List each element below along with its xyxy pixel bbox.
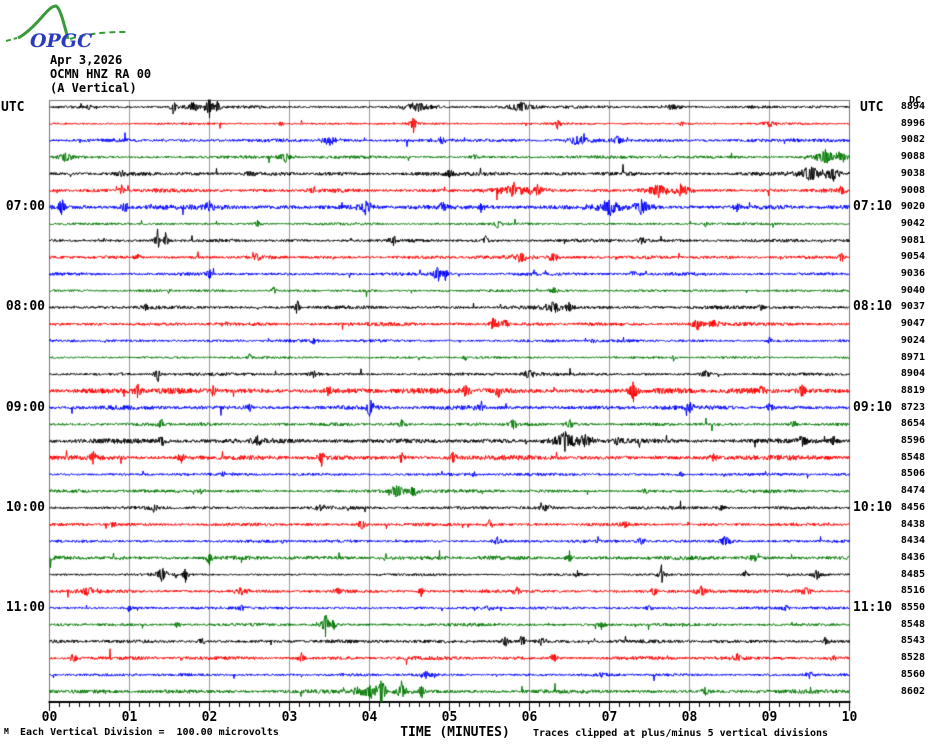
hour-label-left: 07:00 bbox=[5, 199, 45, 215]
opgc-logo: OPGC bbox=[5, 4, 127, 52]
header-component: (A Vertical) bbox=[50, 81, 137, 95]
dc-value: 8485 bbox=[900, 568, 925, 580]
utc-header-right: UTC bbox=[860, 100, 884, 115]
dc-value: 8654 bbox=[900, 418, 925, 430]
utc-header-left: UTC bbox=[1, 100, 25, 115]
x-tick-label: 03 bbox=[281, 710, 298, 725]
dc-value: 8550 bbox=[900, 602, 925, 613]
dc-value: 9082 bbox=[900, 134, 925, 146]
dc-value: 9038 bbox=[900, 167, 925, 179]
x-tick-label: 00 bbox=[41, 710, 58, 725]
dc-value: 8434 bbox=[900, 535, 925, 547]
x-tick-label: 04 bbox=[361, 710, 378, 725]
hour-label-right: 07:10 bbox=[853, 199, 893, 215]
dc-value: 9047 bbox=[900, 318, 925, 330]
dc-value: 8819 bbox=[900, 384, 925, 396]
hour-label-left: 08:00 bbox=[5, 299, 45, 315]
x-tick-label: 08 bbox=[681, 710, 698, 725]
dc-value: 9040 bbox=[900, 284, 925, 296]
dc-value: 8474 bbox=[900, 485, 925, 497]
dc-value: 8596 bbox=[900, 435, 925, 446]
x-tick-label: 06 bbox=[521, 710, 538, 725]
x-tick-label: 01 bbox=[121, 710, 138, 725]
hour-label-left: 09:00 bbox=[5, 399, 45, 415]
dc-value: 9054 bbox=[900, 251, 925, 263]
dc-value: 9008 bbox=[900, 184, 925, 196]
hour-label-left: 11:00 bbox=[5, 600, 45, 615]
dc-value: 8543 bbox=[900, 635, 925, 647]
header-date: Apr 3,2026 bbox=[50, 53, 123, 67]
x-tick-label: 10 bbox=[841, 710, 858, 725]
dc-value: 8971 bbox=[900, 351, 925, 363]
x-tick-label: 09 bbox=[761, 710, 778, 725]
dc-value: 8548 bbox=[900, 451, 925, 463]
logo-dash-left bbox=[5, 37, 18, 42]
x-tick-label: 05 bbox=[441, 710, 458, 725]
x-axis-label: TIME (MINUTES) bbox=[400, 725, 510, 740]
dc-value: 8602 bbox=[900, 685, 925, 697]
x-tick-label: 02 bbox=[201, 710, 218, 725]
x-tick-label: 07 bbox=[601, 710, 618, 725]
dc-value: 9042 bbox=[900, 217, 925, 229]
dc-value: 9024 bbox=[900, 334, 925, 346]
dc-header: DC bbox=[908, 95, 921, 106]
hour-label-left: 10:00 bbox=[5, 499, 45, 515]
dc-value: 8996 bbox=[900, 117, 925, 129]
logo-text: OPGC bbox=[30, 30, 92, 52]
hour-label-right: 09:10 bbox=[853, 399, 893, 415]
dc-value: 8506 bbox=[900, 468, 925, 480]
dc-value: 8560 bbox=[900, 668, 925, 680]
dc-value: 9088 bbox=[900, 151, 925, 163]
dc-value: 8548 bbox=[900, 618, 925, 630]
dc-value: 9036 bbox=[900, 268, 925, 279]
dc-value: 8723 bbox=[900, 401, 925, 413]
logo-mountain-curve bbox=[17, 4, 70, 40]
header-station: OCMN HNZ RA 00 bbox=[50, 67, 152, 81]
dc-value: 8516 bbox=[900, 585, 925, 597]
hour-label-right: 10:10 bbox=[853, 499, 893, 515]
scale-note: Each Vertical Division = 100.00 microvol… bbox=[20, 727, 279, 738]
hour-label-right: 08:10 bbox=[853, 299, 893, 315]
clip-note: Traces clipped at plus/minus 5 vertical … bbox=[533, 728, 829, 739]
dc-value: 8904 bbox=[900, 368, 925, 380]
logo-dash-right bbox=[69, 31, 127, 40]
dc-value: 9020 bbox=[900, 201, 925, 213]
dc-value: 8436 bbox=[900, 551, 925, 563]
dc-value: 9037 bbox=[900, 301, 925, 313]
dc-value: 8894 bbox=[900, 101, 925, 112]
dc-value: 8438 bbox=[900, 518, 925, 530]
dc-value: 8456 bbox=[900, 501, 925, 513]
dc-value: 9081 bbox=[900, 234, 925, 246]
corner-mark: M bbox=[4, 727, 9, 736]
hour-label-right: 11:10 bbox=[853, 600, 893, 615]
dc-value: 8528 bbox=[900, 652, 925, 664]
